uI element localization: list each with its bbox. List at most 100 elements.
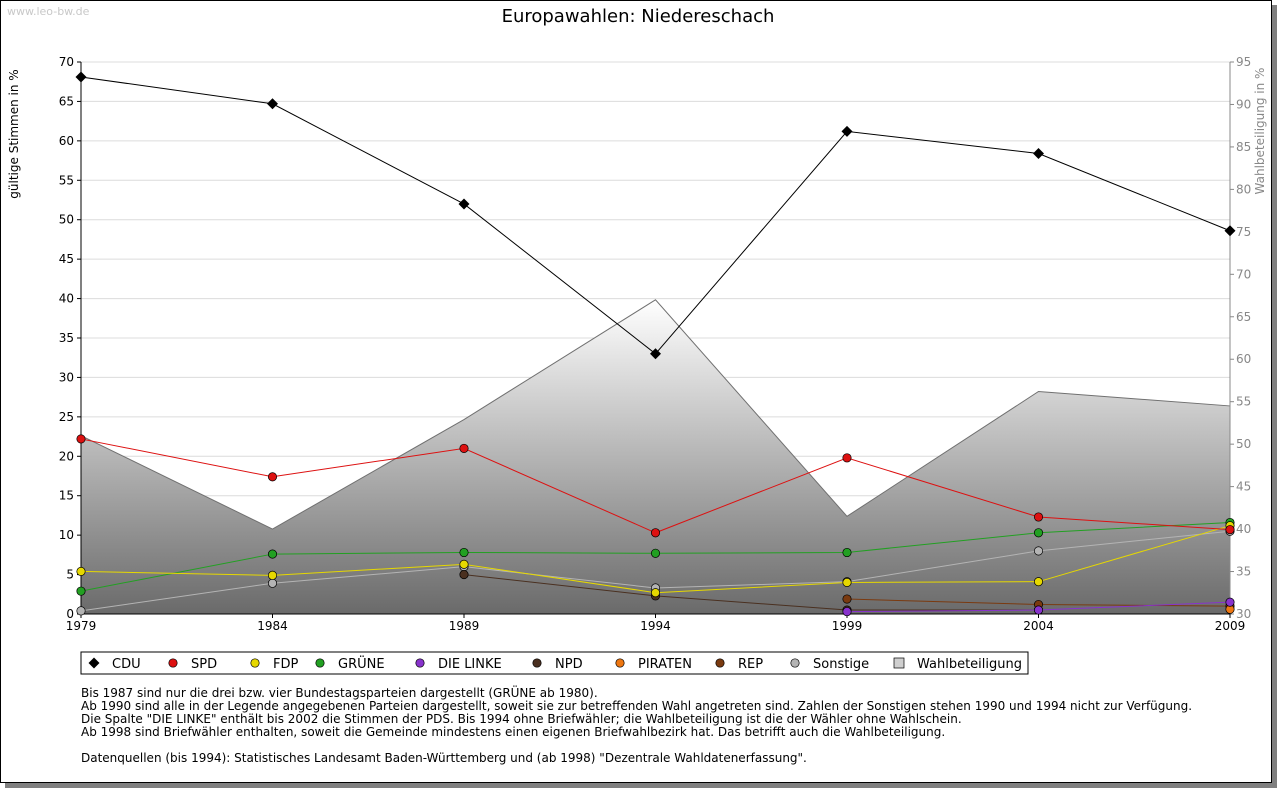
data-point-spd [842, 453, 852, 463]
turnout-area [81, 299, 1230, 614]
data-point-spd [76, 434, 86, 444]
y2-tick-label: 80 [1236, 182, 1251, 196]
y-axis-label: gültige Stimmen in % [7, 69, 21, 198]
legend-marker-fdp [250, 658, 260, 668]
data-point-fdp [76, 566, 86, 576]
data-point-die-linke [842, 607, 852, 617]
footnote-line: Ab 1998 sind Briefwähler enthalten, sowe… [81, 725, 946, 739]
legend-label-rep: REP [738, 657, 763, 672]
y-tick-label: 10 [59, 528, 74, 542]
y2-tick-label: 85 [1236, 140, 1251, 154]
legend-marker-piraten [615, 658, 625, 668]
series-line-npd [463, 574, 1039, 611]
data-point-fdp [1033, 577, 1044, 587]
legend-marker-rep [715, 658, 725, 668]
y2-tick-label: 75 [1236, 225, 1251, 239]
data-point-rep [842, 594, 852, 604]
y-tick-label: 40 [59, 292, 74, 306]
y2-tick-label: 40 [1236, 522, 1251, 536]
turnout-area-edge [80, 299, 1231, 530]
series-markers [75, 71, 1236, 617]
y-tick-label: 15 [59, 489, 74, 503]
data-point-die-linke [1225, 597, 1235, 607]
y-tick-label: 65 [59, 94, 74, 108]
data-point-fdp [842, 577, 852, 588]
data-point-sonstige [267, 578, 278, 588]
data-point-cdu [650, 348, 661, 360]
data-point-fdp [459, 559, 469, 569]
legend-label-fdp: FDP [273, 657, 298, 672]
y2-tick-label: 45 [1236, 480, 1251, 494]
y-tick-label: 60 [59, 134, 74, 148]
y2-tick-label: 90 [1236, 97, 1251, 111]
legend-marker-spd [168, 658, 178, 668]
footnotes: Bis 1987 sind nur die drei bzw. vier Bun… [81, 687, 1192, 765]
y-tick-label: 45 [59, 252, 74, 266]
data-point-cdu [1224, 225, 1236, 237]
legend-marker-npd [532, 658, 542, 668]
y-tick-label: 30 [59, 370, 74, 384]
y-tick-label: 35 [59, 331, 74, 345]
y2-tick-label: 30 [1236, 607, 1251, 621]
data-point-spd [1225, 525, 1235, 535]
y2-tick-label: 50 [1236, 437, 1251, 451]
legend-label-npd: NPD [555, 657, 583, 672]
data-point-gr-ne [1033, 528, 1044, 538]
watermark: www.leo-bw.de [7, 5, 90, 18]
y-tick-label: 0 [66, 607, 74, 621]
data-point-die-linke [1033, 605, 1044, 615]
legend-label-wahlbeteiligung: Wahlbeteiligung [917, 657, 1022, 672]
chart: Europawahlen: Niedereschach 0 5 10 15 20 25 30… [7, 6, 1267, 675]
data-point-sonstige [76, 606, 86, 616]
data-point-spd [1033, 512, 1044, 522]
y-tick-label: 5 [66, 568, 74, 582]
y2-tick-label: 95 [1236, 55, 1251, 69]
chart-title: Europawahlen: Niedereschach [502, 6, 775, 27]
legend-label-gr-ne: GRÜNE [338, 655, 385, 672]
data-point-npd [459, 570, 469, 580]
axes: 0 5 10 15 20 25 30 35 40 45 50 55 60 65 70 30 35 40 45 50 55… [59, 55, 1252, 633]
x-tick-label: 1984 [257, 619, 288, 633]
legend-box [80, 651, 1029, 675]
data-point-gr-ne [267, 549, 278, 559]
legend-marker-sonstige [790, 658, 800, 668]
data-point-fdp [650, 588, 661, 598]
y2-axis-label: Wahlbeteiligung in % [1253, 68, 1267, 195]
legend: CDU SPD FDP GRÜNE DIE LINKE NPD PIRATEN REP Sons… [80, 651, 1029, 675]
y-tick-label: 20 [59, 449, 74, 463]
x-tick-label: 1989 [449, 619, 480, 633]
x-tick-label: 2004 [1023, 619, 1054, 633]
data-point-gr-ne [650, 548, 661, 558]
legend-marker-cdu [88, 657, 100, 669]
data-point-spd [650, 528, 661, 538]
footnote-line: Die Spalte "DIE LINKE" enthält bis 2002 … [81, 712, 962, 726]
footnote-line: Ab 1990 sind alle in der Legende angegeb… [81, 699, 1193, 713]
legend-label-spd: SPD [191, 657, 217, 672]
legend-marker-die-linke [415, 658, 425, 668]
data-point-cdu [267, 98, 278, 110]
y2-tick-label: 70 [1236, 267, 1251, 281]
data-point-fdp [267, 570, 278, 580]
data-point-spd [267, 472, 278, 482]
footnote-line: Bis 1987 sind nur die drei bzw. vier Bun… [81, 686, 598, 700]
legend-label-sonstige: Sonstige [813, 657, 869, 672]
data-point-sonstige [1033, 546, 1044, 556]
y-tick-label: 50 [59, 213, 74, 227]
x-tick-label: 1979 [66, 619, 97, 633]
legend-label-cdu: CDU [112, 657, 141, 672]
data-point-gr-ne [76, 586, 86, 596]
data-point-cdu [75, 71, 87, 83]
data-point-gr-ne [842, 547, 852, 558]
legend-marker-gr-ne [315, 658, 325, 668]
y2-tick-label: 60 [1236, 352, 1251, 366]
x-tick-label: 1994 [640, 619, 671, 633]
data-point-cdu [458, 198, 470, 210]
data-point-cdu [1033, 147, 1044, 159]
y-tick-label: 70 [59, 55, 74, 69]
y2-tick-label: 35 [1236, 565, 1251, 579]
y2-tick-label: 65 [1236, 310, 1251, 324]
legend-marker-wahlbeteiligung [893, 657, 905, 669]
y2-tick-label: 55 [1236, 395, 1251, 409]
data-point-gr-ne [459, 547, 469, 558]
y-tick-label: 25 [59, 410, 74, 424]
